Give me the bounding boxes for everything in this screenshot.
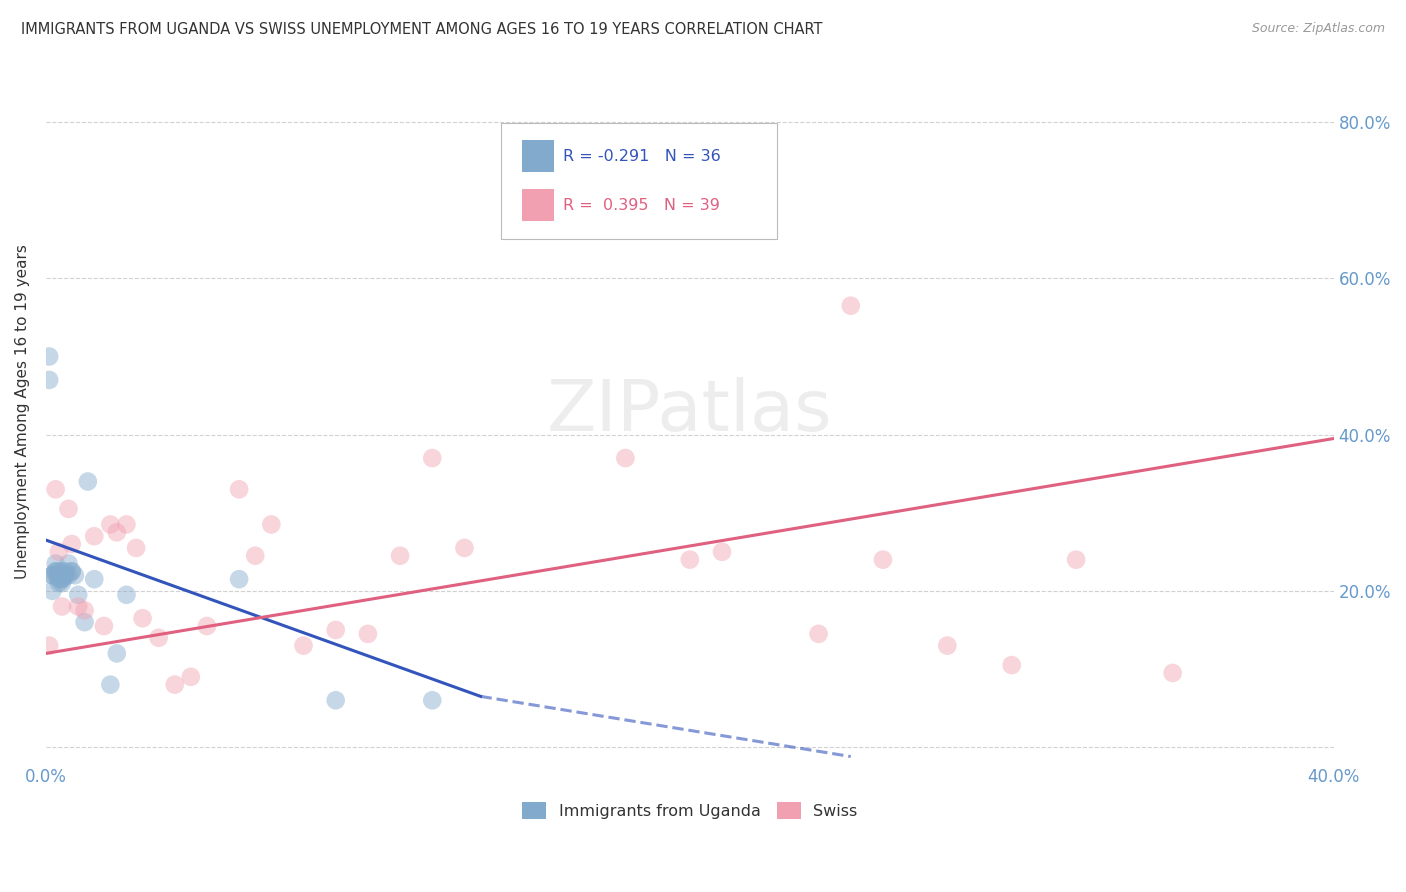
Point (67, 588, 90, 602)
Point (51, 565, 73, 579)
Point (420, 693, 443, 707)
Point (105, 525, 128, 540)
Point (63, 568, 86, 582)
Point (73, 615, 96, 629)
Point (389, 549, 412, 563)
Point (292, 639, 315, 653)
Point (93, 619, 115, 633)
Point (45, 483, 67, 497)
Point (711, 545, 734, 559)
Point (228, 572, 250, 586)
Point (839, 299, 862, 313)
Point (58, 557, 80, 571)
Point (41, 568, 63, 582)
Point (148, 631, 170, 645)
Point (45, 565, 67, 579)
Point (73, 603, 96, 617)
Legend: Immigrants from Uganda, Swiss: Immigrants from Uganda, Swiss (516, 796, 863, 825)
Point (228, 483, 250, 497)
Point (163, 678, 186, 692)
Point (48, 572, 70, 586)
Point (453, 541, 475, 555)
Point (48, 576, 70, 591)
Point (1001, 658, 1024, 673)
Point (53, 568, 76, 582)
Point (325, 623, 347, 637)
Point (53, 568, 76, 582)
Point (45, 565, 67, 579)
Point (98, 678, 121, 692)
Point (1064, 552, 1087, 566)
Point (76, 475, 98, 489)
Point (105, 647, 128, 661)
Point (51, 599, 73, 614)
Point (38, 373, 60, 387)
Point (325, 693, 347, 707)
Y-axis label: Unemployment Among Ages 16 to 19 years: Unemployment Among Ages 16 to 19 years (15, 244, 30, 579)
Point (51, 572, 73, 586)
Point (48, 568, 70, 582)
Point (67, 599, 90, 614)
Point (260, 517, 283, 532)
Point (83, 572, 105, 586)
Point (614, 451, 637, 466)
Point (115, 588, 138, 602)
Point (51, 576, 73, 591)
Point (45, 568, 67, 582)
Point (180, 670, 202, 684)
Text: ZIPatlas: ZIPatlas (547, 376, 832, 446)
Point (807, 627, 830, 641)
Point (51, 568, 73, 582)
Point (125, 541, 148, 555)
Point (41, 583, 63, 598)
Point (98, 517, 121, 532)
Text: IMMIGRANTS FROM UGANDA VS SWISS UNEMPLOYMENT AMONG AGES 16 TO 19 YEARS CORRELATI: IMMIGRANTS FROM UGANDA VS SWISS UNEMPLOY… (21, 22, 823, 37)
Point (51, 572, 73, 586)
Text: R = -0.291   N = 36: R = -0.291 N = 36 (562, 149, 721, 164)
Point (53, 565, 76, 579)
Point (872, 552, 894, 566)
Point (48, 565, 70, 579)
Text: Source: ZipAtlas.com: Source: ZipAtlas.com (1251, 22, 1385, 36)
Point (60, 565, 83, 579)
Point (48, 545, 70, 559)
Point (679, 552, 702, 566)
Point (357, 627, 380, 641)
Point (60, 537, 83, 551)
Point (41, 568, 63, 582)
Point (420, 451, 443, 466)
Point (58, 501, 80, 516)
Point (38, 350, 60, 364)
Point (58, 568, 80, 582)
Point (60, 565, 83, 579)
Point (45, 557, 67, 571)
Point (936, 639, 959, 653)
Point (245, 549, 267, 563)
Point (131, 611, 153, 625)
Text: R =  0.395   N = 39: R = 0.395 N = 39 (562, 198, 720, 213)
Point (195, 619, 218, 633)
Point (517, 186, 540, 200)
Point (38, 639, 60, 653)
Point (115, 517, 138, 532)
Point (1161, 665, 1184, 680)
Point (83, 529, 105, 543)
